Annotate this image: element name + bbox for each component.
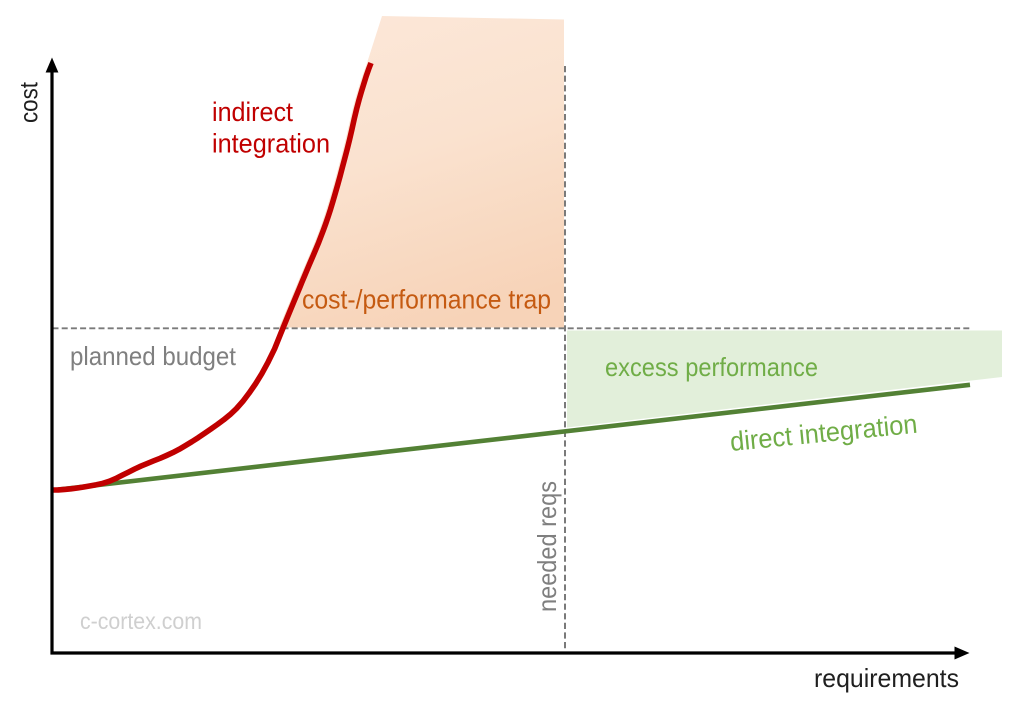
svg-text:needed reqs: needed reqs	[532, 481, 562, 612]
svg-text:cost-/performance trap: cost-/performance trap	[302, 285, 551, 315]
svg-text:indirect: indirect	[212, 97, 293, 127]
svg-text:integration: integration	[212, 129, 330, 159]
svg-text:requirements: requirements	[814, 663, 959, 693]
svg-text:excess performance: excess performance	[605, 352, 818, 382]
svg-text:planned budget: planned budget	[70, 341, 237, 371]
svg-text:cost: cost	[16, 82, 44, 123]
svg-text:c-cortex.com: c-cortex.com	[80, 608, 202, 634]
